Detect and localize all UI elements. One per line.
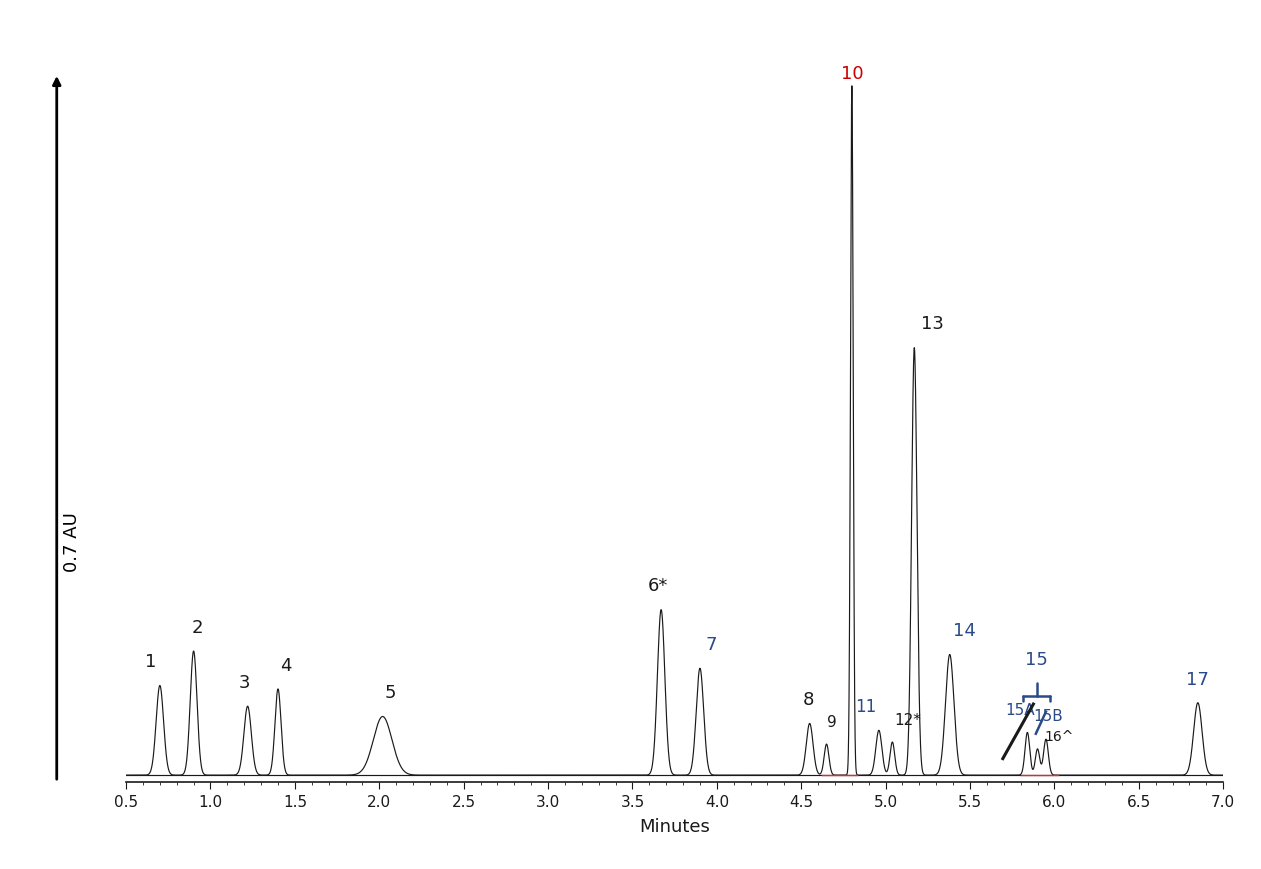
Text: 14: 14	[953, 621, 976, 640]
Text: 0.7 AU: 0.7 AU	[63, 511, 81, 571]
Text: 12*: 12*	[894, 712, 921, 727]
Text: 4: 4	[280, 656, 291, 674]
Text: 13: 13	[921, 315, 944, 333]
Text: 3: 3	[238, 673, 250, 691]
Text: 10: 10	[841, 65, 864, 83]
Text: 1: 1	[145, 653, 156, 671]
Text: 15B: 15B	[1034, 708, 1063, 724]
Text: 15A: 15A	[1005, 701, 1034, 717]
Text: 17: 17	[1187, 670, 1209, 687]
Text: 9: 9	[827, 714, 837, 729]
Text: 7: 7	[705, 635, 716, 653]
Text: 5: 5	[385, 684, 396, 701]
Text: 2: 2	[192, 618, 203, 636]
Text: 15: 15	[1025, 651, 1048, 668]
Text: 8: 8	[802, 691, 813, 708]
Text: 6*: 6*	[648, 577, 668, 594]
Text: 11: 11	[855, 697, 876, 715]
Text: 16^: 16^	[1044, 729, 1073, 743]
X-axis label: Minutes: Minutes	[639, 817, 710, 835]
